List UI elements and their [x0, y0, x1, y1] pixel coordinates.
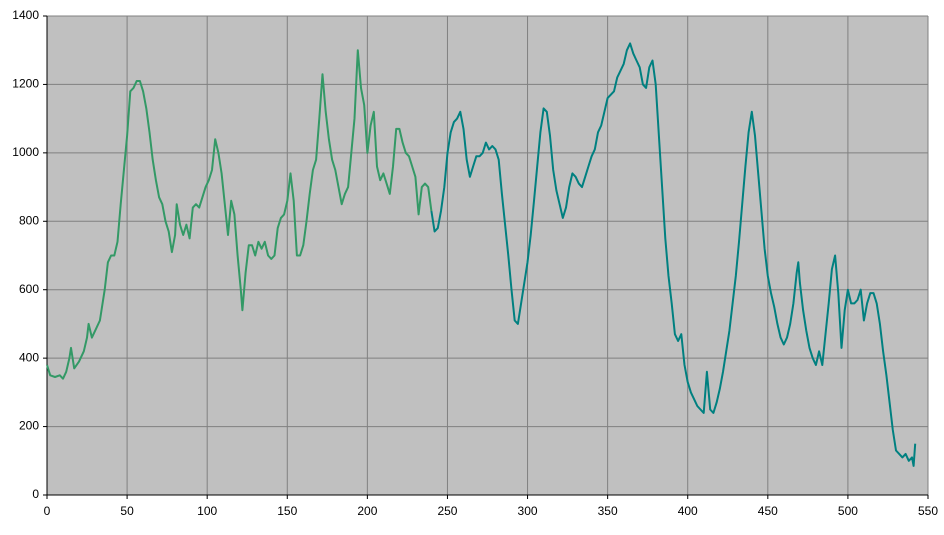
- y-tick-label: 1000: [12, 145, 39, 159]
- y-tick-label: 600: [19, 282, 39, 296]
- line-series: [430, 42, 917, 467]
- y-tick-label: 1200: [12, 77, 39, 91]
- x-tick-label: 300: [518, 504, 538, 518]
- y-tick-label: 0: [32, 487, 39, 501]
- y-tick-label: 400: [19, 350, 39, 364]
- y-tick-label: 200: [19, 419, 39, 433]
- x-tick-label: 400: [678, 504, 698, 518]
- x-tick-label: 150: [277, 504, 297, 518]
- x-tick-label: 100: [197, 504, 217, 518]
- plot-area: [47, 16, 928, 495]
- line-series: [46, 49, 433, 380]
- y-tick-label: 800: [19, 213, 39, 227]
- x-tick-label: 250: [437, 504, 457, 518]
- x-tick-label: 450: [758, 504, 778, 518]
- x-tick-label: 500: [838, 504, 858, 518]
- x-tick-label: 550: [918, 504, 938, 518]
- x-tick-label: 350: [598, 504, 618, 518]
- x-tick-label: 200: [357, 504, 377, 518]
- x-tick-label: 50: [120, 504, 134, 518]
- y-tick-label: 1400: [12, 8, 39, 22]
- x-tick-label: 0: [44, 504, 51, 518]
